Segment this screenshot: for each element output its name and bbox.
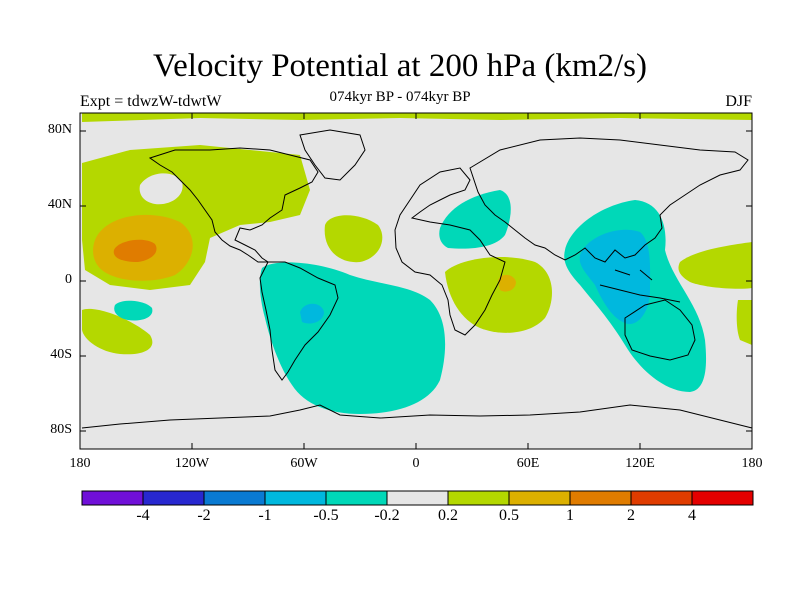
colorbar-swatch bbox=[142, 490, 205, 506]
positive-region-east-africa-core bbox=[498, 274, 516, 292]
colorbar-label: -0.5 bbox=[313, 507, 339, 524]
colorbar-swatch bbox=[81, 490, 144, 506]
colorbar-label: -1 bbox=[258, 507, 272, 524]
negative-region-middle-east bbox=[439, 190, 511, 249]
lon-label-60w: 60W bbox=[290, 456, 318, 471]
experiment-label: Expt = tdwzW-tdwtW bbox=[80, 93, 222, 110]
indonesia-coast bbox=[599, 269, 681, 303]
lat-label-equator: 0 bbox=[65, 272, 72, 287]
lat-label-80s: 80S bbox=[50, 422, 72, 437]
colorbar-swatch bbox=[264, 490, 327, 506]
colorbar-label: -2 bbox=[197, 507, 211, 524]
colorbar-label: 4 bbox=[688, 507, 696, 524]
colorbar-swatch bbox=[508, 490, 571, 506]
australia-coast bbox=[624, 299, 696, 361]
negative-region-maritime-core bbox=[579, 229, 651, 325]
lon-label-180-east: 180 bbox=[741, 456, 763, 471]
greenland-coast bbox=[299, 129, 366, 181]
colorbar-label: 2 bbox=[627, 507, 635, 524]
minus-region-pacific-hole bbox=[139, 173, 183, 205]
map-title: Velocity Potential at 200 hPa (km2/s) bbox=[152, 48, 648, 84]
colorbar-swatch bbox=[569, 490, 632, 506]
season-label: DJF bbox=[725, 93, 752, 110]
positive-region-east-africa bbox=[445, 257, 552, 333]
lon-label-180-west: 180 bbox=[69, 456, 91, 471]
asia-coast bbox=[469, 137, 749, 263]
lat-label-40s: 40S bbox=[50, 347, 72, 362]
south-america-coast bbox=[259, 261, 339, 381]
negative-region-amazon-core bbox=[300, 303, 324, 324]
lon-label-120e: 120E bbox=[625, 456, 655, 471]
colorbar-label: -0.2 bbox=[374, 507, 400, 524]
colorbar-swatch bbox=[630, 490, 693, 506]
colorbar-swatch bbox=[386, 490, 449, 506]
colorbar-label: -4 bbox=[136, 507, 150, 524]
map-subtitle: 074kyr BP - 074kyr BP bbox=[329, 89, 471, 105]
negative-region-south-pacific bbox=[114, 300, 153, 321]
positive-region-pacific-core bbox=[113, 239, 157, 262]
lon-label-120w: 120W bbox=[174, 456, 210, 471]
lon-label-60e: 60E bbox=[516, 456, 540, 471]
shaded-regions bbox=[82, 113, 752, 414]
positive-region-arctic bbox=[82, 113, 752, 122]
north-america-coast bbox=[148, 147, 319, 263]
antarctica-coast bbox=[81, 404, 753, 429]
colorbar-label: 0.2 bbox=[438, 507, 458, 524]
positive-region-south-pacific bbox=[82, 308, 153, 355]
positive-region-atlantic bbox=[324, 215, 383, 263]
map-frame bbox=[79, 112, 753, 450]
colorbar-swatch bbox=[447, 490, 510, 506]
lat-label-40n: 40N bbox=[47, 197, 72, 212]
colorbar-swatch bbox=[691, 490, 754, 506]
lon-label-0: 0 bbox=[412, 456, 420, 471]
europe-africa-coast bbox=[394, 167, 506, 336]
colorbar-swatch bbox=[203, 490, 266, 506]
colorbar-swatch bbox=[325, 490, 388, 506]
coastlines bbox=[81, 129, 753, 429]
colorbar-label: 0.5 bbox=[499, 507, 519, 524]
positive-region-west-pacific bbox=[678, 242, 752, 289]
positive-region-southwest-pacific bbox=[736, 300, 752, 345]
colorbar-label: 1 bbox=[566, 507, 574, 524]
lat-label-80n: 80N bbox=[47, 122, 72, 137]
axis-ticks bbox=[79, 113, 753, 449]
negative-region-south-america bbox=[259, 262, 446, 414]
